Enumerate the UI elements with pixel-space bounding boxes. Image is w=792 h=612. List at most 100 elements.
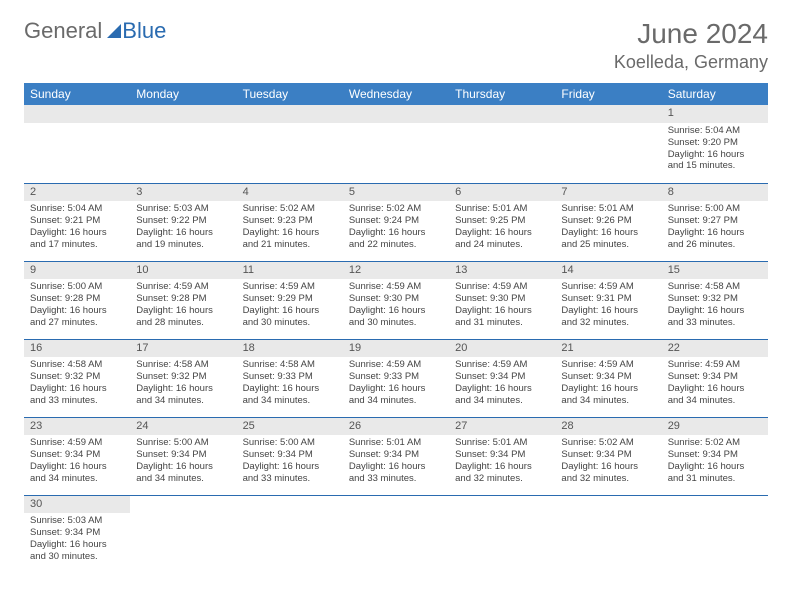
- daylight-line: Daylight: 16 hours and 31 minutes.: [455, 305, 549, 329]
- calendar-cell: [343, 105, 449, 183]
- sunset-line: Sunset: 9:27 PM: [668, 215, 762, 227]
- sunrise-line: Sunrise: 5:03 AM: [136, 203, 230, 215]
- weekday-header: Friday: [555, 83, 661, 105]
- sunrise-line: Sunrise: 5:01 AM: [561, 203, 655, 215]
- sunrise-line: Sunrise: 5:02 AM: [561, 437, 655, 449]
- day-body: Sunrise: 4:59 AMSunset: 9:31 PMDaylight:…: [555, 279, 661, 333]
- calendar-cell: 13Sunrise: 4:59 AMSunset: 9:30 PMDayligh…: [449, 261, 555, 339]
- day-body: Sunrise: 5:00 AMSunset: 9:27 PMDaylight:…: [662, 201, 768, 255]
- sunrise-line: Sunrise: 4:59 AM: [455, 359, 549, 371]
- day-body: Sunrise: 5:00 AMSunset: 9:34 PMDaylight:…: [130, 435, 236, 489]
- day-number: 23: [24, 418, 130, 436]
- sunrise-line: Sunrise: 4:58 AM: [243, 359, 337, 371]
- sunset-line: Sunset: 9:31 PM: [561, 293, 655, 305]
- day-number: 22: [662, 340, 768, 358]
- sunrise-line: Sunrise: 4:59 AM: [561, 281, 655, 293]
- sunset-line: Sunset: 9:34 PM: [243, 449, 337, 461]
- weekday-header: Sunday: [24, 83, 130, 105]
- header: GeneralBlue June 2024 Koelleda, Germany: [24, 18, 768, 73]
- daylight-line: Daylight: 16 hours and 33 minutes.: [30, 383, 124, 407]
- daylight-line: Daylight: 16 hours and 19 minutes.: [136, 227, 230, 251]
- daylight-line: Daylight: 16 hours and 31 minutes.: [668, 461, 762, 485]
- day-number: 6: [449, 184, 555, 202]
- sunrise-line: Sunrise: 5:00 AM: [30, 281, 124, 293]
- daylight-line: Daylight: 16 hours and 33 minutes.: [349, 461, 443, 485]
- brand-general: General: [24, 18, 102, 44]
- daylight-line: Daylight: 16 hours and 33 minutes.: [243, 461, 337, 485]
- daylight-line: Daylight: 16 hours and 28 minutes.: [136, 305, 230, 329]
- day-body: Sunrise: 5:01 AMSunset: 9:26 PMDaylight:…: [555, 201, 661, 255]
- calendar-cell: 29Sunrise: 5:02 AMSunset: 9:34 PMDayligh…: [662, 417, 768, 495]
- day-body: Sunrise: 5:01 AMSunset: 9:34 PMDaylight:…: [343, 435, 449, 489]
- calendar-cell: [130, 105, 236, 183]
- day-number: [24, 105, 130, 123]
- day-number: [555, 105, 661, 123]
- day-number: 20: [449, 340, 555, 358]
- daylight-line: Daylight: 16 hours and 26 minutes.: [668, 227, 762, 251]
- day-body: Sunrise: 4:59 AMSunset: 9:34 PMDaylight:…: [24, 435, 130, 489]
- day-body: Sunrise: 5:03 AMSunset: 9:34 PMDaylight:…: [24, 513, 130, 567]
- day-number: 1: [662, 105, 768, 123]
- day-number: 19: [343, 340, 449, 358]
- calendar-cell: 11Sunrise: 4:59 AMSunset: 9:29 PMDayligh…: [237, 261, 343, 339]
- sunset-line: Sunset: 9:28 PM: [30, 293, 124, 305]
- day-body: Sunrise: 4:59 AMSunset: 9:34 PMDaylight:…: [662, 357, 768, 411]
- daylight-line: Daylight: 16 hours and 32 minutes.: [455, 461, 549, 485]
- sunset-line: Sunset: 9:28 PM: [136, 293, 230, 305]
- sunset-line: Sunset: 9:21 PM: [30, 215, 124, 227]
- calendar-cell: [343, 495, 449, 573]
- day-number: 25: [237, 418, 343, 436]
- daylight-line: Daylight: 16 hours and 34 minutes.: [455, 383, 549, 407]
- daylight-line: Daylight: 16 hours and 24 minutes.: [455, 227, 549, 251]
- day-number: [237, 105, 343, 123]
- sunrise-line: Sunrise: 5:04 AM: [30, 203, 124, 215]
- calendar-cell: 3Sunrise: 5:03 AMSunset: 9:22 PMDaylight…: [130, 183, 236, 261]
- calendar-cell: 2Sunrise: 5:04 AMSunset: 9:21 PMDaylight…: [24, 183, 130, 261]
- calendar-cell: 24Sunrise: 5:00 AMSunset: 9:34 PMDayligh…: [130, 417, 236, 495]
- day-body: Sunrise: 4:59 AMSunset: 9:34 PMDaylight:…: [555, 357, 661, 411]
- daylight-line: Daylight: 16 hours and 34 minutes.: [136, 383, 230, 407]
- day-body: Sunrise: 5:02 AMSunset: 9:34 PMDaylight:…: [662, 435, 768, 489]
- day-body: Sunrise: 4:59 AMSunset: 9:30 PMDaylight:…: [449, 279, 555, 333]
- calendar-cell: [449, 105, 555, 183]
- sunrise-line: Sunrise: 4:59 AM: [243, 281, 337, 293]
- sunset-line: Sunset: 9:32 PM: [668, 293, 762, 305]
- sunrise-line: Sunrise: 4:59 AM: [30, 437, 124, 449]
- calendar-cell: 27Sunrise: 5:01 AMSunset: 9:34 PMDayligh…: [449, 417, 555, 495]
- sunrise-line: Sunrise: 5:00 AM: [136, 437, 230, 449]
- sunrise-line: Sunrise: 5:01 AM: [455, 437, 549, 449]
- day-body: Sunrise: 4:58 AMSunset: 9:32 PMDaylight:…: [24, 357, 130, 411]
- calendar-cell: 21Sunrise: 4:59 AMSunset: 9:34 PMDayligh…: [555, 339, 661, 417]
- sunset-line: Sunset: 9:22 PM: [136, 215, 230, 227]
- sunrise-line: Sunrise: 5:00 AM: [668, 203, 762, 215]
- daylight-line: Daylight: 16 hours and 22 minutes.: [349, 227, 443, 251]
- sunrise-line: Sunrise: 5:01 AM: [349, 437, 443, 449]
- weekday-header: Saturday: [662, 83, 768, 105]
- day-body: Sunrise: 5:01 AMSunset: 9:25 PMDaylight:…: [449, 201, 555, 255]
- daylight-line: Daylight: 16 hours and 25 minutes.: [561, 227, 655, 251]
- day-number: 3: [130, 184, 236, 202]
- calendar-cell: 9Sunrise: 5:00 AMSunset: 9:28 PMDaylight…: [24, 261, 130, 339]
- day-number: 2: [24, 184, 130, 202]
- day-body: Sunrise: 4:58 AMSunset: 9:32 PMDaylight:…: [130, 357, 236, 411]
- day-number: 13: [449, 262, 555, 280]
- daylight-line: Daylight: 16 hours and 17 minutes.: [30, 227, 124, 251]
- day-body: Sunrise: 4:59 AMSunset: 9:29 PMDaylight:…: [237, 279, 343, 333]
- calendar-cell: 10Sunrise: 4:59 AMSunset: 9:28 PMDayligh…: [130, 261, 236, 339]
- daylight-line: Daylight: 16 hours and 27 minutes.: [30, 305, 124, 329]
- daylight-line: Daylight: 16 hours and 34 minutes.: [561, 383, 655, 407]
- sunset-line: Sunset: 9:25 PM: [455, 215, 549, 227]
- sunrise-line: Sunrise: 5:03 AM: [30, 515, 124, 527]
- calendar-cell: 14Sunrise: 4:59 AMSunset: 9:31 PMDayligh…: [555, 261, 661, 339]
- day-number: [343, 105, 449, 123]
- day-number: 26: [343, 418, 449, 436]
- sunrise-line: Sunrise: 4:58 AM: [136, 359, 230, 371]
- sunrise-line: Sunrise: 5:02 AM: [243, 203, 337, 215]
- day-number: 29: [662, 418, 768, 436]
- day-body: Sunrise: 5:02 AMSunset: 9:34 PMDaylight:…: [555, 435, 661, 489]
- daylight-line: Daylight: 16 hours and 32 minutes.: [561, 461, 655, 485]
- day-number: 27: [449, 418, 555, 436]
- sunset-line: Sunset: 9:30 PM: [349, 293, 443, 305]
- day-number: 18: [237, 340, 343, 358]
- calendar-cell: 22Sunrise: 4:59 AMSunset: 9:34 PMDayligh…: [662, 339, 768, 417]
